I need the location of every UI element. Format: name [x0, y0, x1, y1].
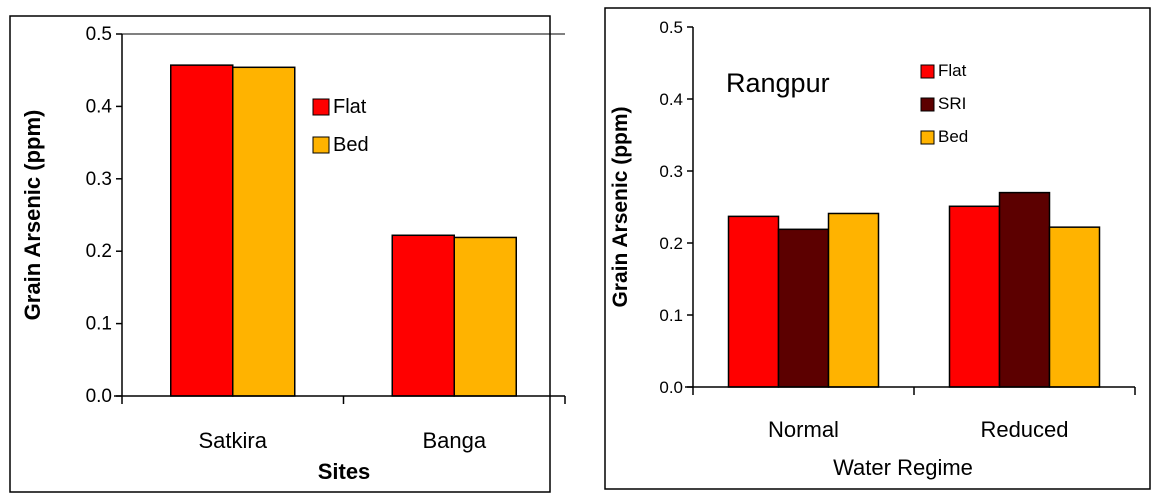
chart-annotation: Rangpur	[726, 68, 830, 98]
chart-panel-water-regime: Normal Reduced 0.0 0.1 0.2 0.3 0.4 0.5 Grain Ars…	[598, 0, 1155, 495]
y-tick-label: 0.1	[86, 314, 112, 335]
bar-flat-reduced	[948, 205, 1001, 388]
bar-sri-normal	[777, 228, 830, 388]
y-tick-label: 0.1	[659, 306, 683, 325]
x-tick-label: Satkira	[199, 428, 268, 453]
legend-label-bed: Bed	[938, 127, 968, 146]
x-tick-label: Banga	[422, 428, 486, 453]
y-tick-label: 0.4	[86, 96, 113, 117]
x-axis-label: Water Regime	[833, 455, 973, 480]
y-tick-label: 0.0	[659, 378, 683, 397]
bar-bed-reduced	[1048, 226, 1101, 388]
y-tick-label: 0.2	[86, 241, 112, 262]
y-tick-label: 0.0	[86, 386, 112, 407]
legend-swatch-flat	[312, 98, 330, 116]
y-axis-label: Grain Arsenic (ppm)	[609, 106, 632, 307]
legend-label-sri: SRI	[938, 94, 966, 113]
legend-swatch-bed	[920, 130, 935, 145]
chart-sites: Satkira Banga 0.0 0.1 0.2 0.3 0.4 0.5 Grain Arse…	[9, 15, 566, 493]
legend-swatch-sri	[920, 97, 935, 112]
y-tick-label: 0.5	[659, 18, 683, 37]
chart-frame	[604, 7, 1151, 490]
x-tick-label: Normal	[768, 417, 839, 442]
bar-sri-reduced	[998, 191, 1051, 388]
bar-bed-satkira	[232, 66, 296, 397]
chart-frame	[9, 15, 551, 493]
chart-water-regime: Normal Reduced 0.0 0.1 0.2 0.3 0.4 0.5 Grain Ars…	[604, 7, 1151, 490]
legend-label-flat: Flat	[333, 96, 367, 118]
bar-flat-satkira	[170, 64, 234, 397]
y-tick-label: 0.2	[659, 234, 683, 253]
y-tick-label: 0.3	[86, 169, 112, 190]
legend-label-bed: Bed	[333, 134, 369, 156]
x-axis-label: Sites	[318, 459, 371, 484]
y-tick-label: 0.4	[659, 90, 683, 109]
bar-bed-banga	[453, 236, 517, 397]
bar-flat-normal	[727, 215, 780, 388]
legend-label-flat: Flat	[938, 61, 967, 80]
y-tick-label: 0.5	[86, 24, 112, 45]
legend-swatch-bed	[312, 136, 330, 154]
y-axis-label: Grain Arsenic (ppm)	[20, 110, 45, 321]
legend-swatch-flat	[920, 64, 935, 79]
chart-panel-sites: Satkira Banga 0.0 0.1 0.2 0.3 0.4 0.5 Grain Arse…	[9, 15, 566, 493]
bar-flat-banga	[391, 234, 455, 397]
y-tick-label: 0.3	[659, 162, 683, 181]
x-tick-label: Reduced	[980, 417, 1068, 442]
bar-bed-normal	[827, 212, 880, 388]
